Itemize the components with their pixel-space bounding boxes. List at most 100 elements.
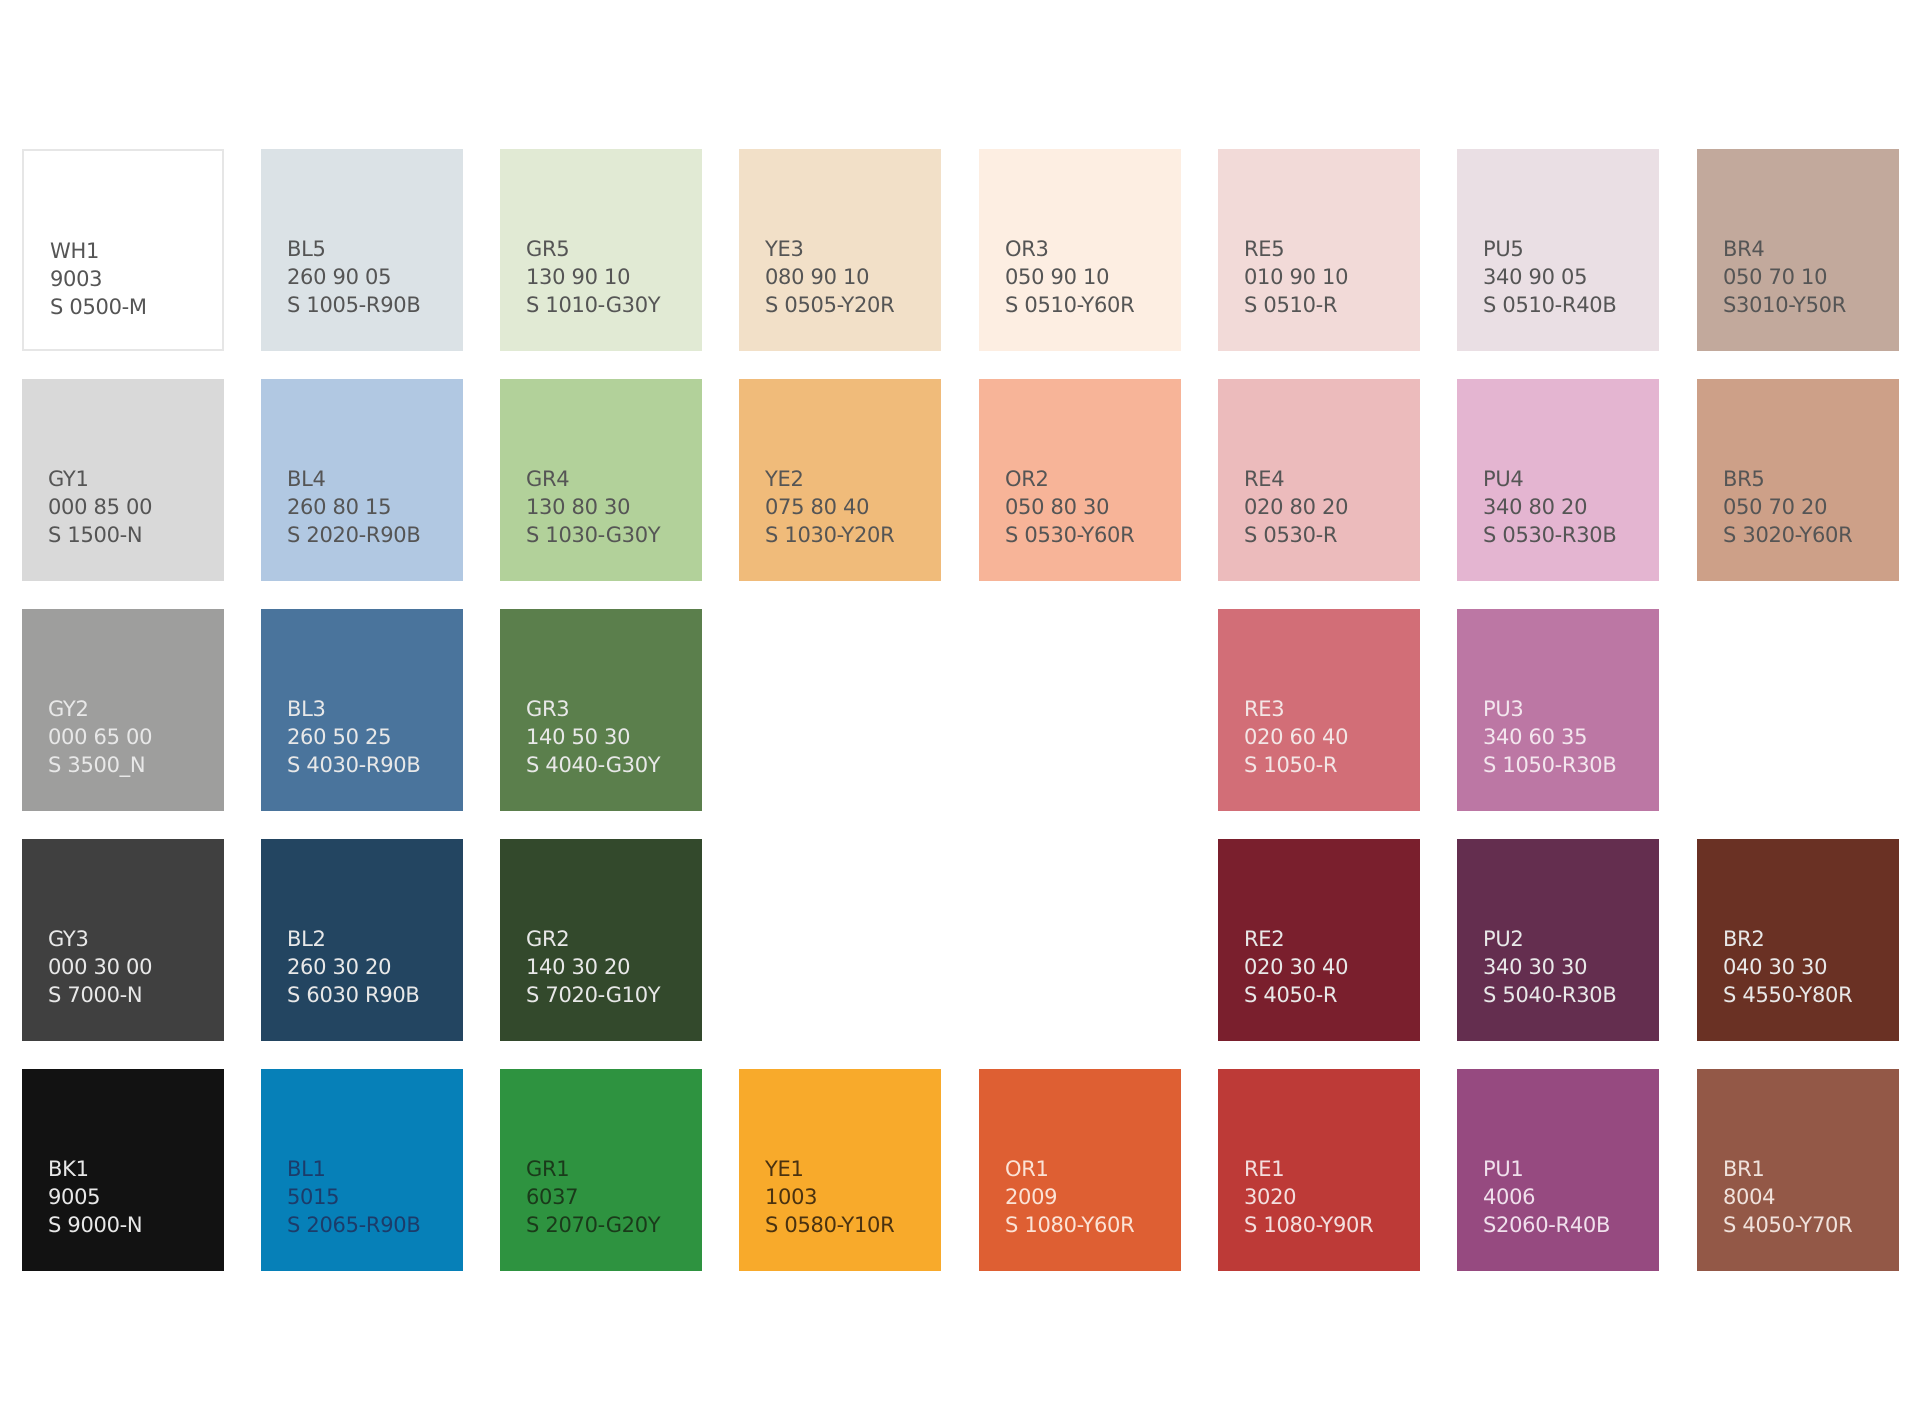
swatch-ncs-code: S 1030-Y20R xyxy=(765,523,895,547)
color-swatch-pu1: PU1 4006 S2060-R40B xyxy=(1457,1069,1659,1271)
swatch-label: RE1 3020 S 1080-Y90R xyxy=(1244,1155,1374,1239)
swatch-label: PU4 340 80 20 S 0530-R30B xyxy=(1483,465,1617,549)
swatch-code: BR2 xyxy=(1723,927,1765,951)
swatch-code: GR3 xyxy=(526,697,570,721)
swatch-label: RE2 020 30 40 S 4050-R xyxy=(1244,925,1348,1009)
color-swatch-pu2: PU2 340 30 30 S 5040-R30B xyxy=(1457,839,1659,1041)
swatch-label: PU1 4006 S2060-R40B xyxy=(1483,1155,1610,1239)
swatch-code: WH1 xyxy=(50,239,100,263)
swatch-code: BR5 xyxy=(1723,467,1765,491)
swatch-code: BL3 xyxy=(287,697,326,721)
swatch-code: BL4 xyxy=(287,467,326,491)
color-swatch-pu4: PU4 340 80 20 S 0530-R30B xyxy=(1457,379,1659,581)
swatch-code: BL2 xyxy=(287,927,326,951)
swatch-reference: 6037 xyxy=(526,1185,579,1209)
swatch-reference: 050 70 10 xyxy=(1723,265,1828,289)
swatch-code: RE4 xyxy=(1244,467,1285,491)
color-swatch-gy3: GY3 000 30 00 S 7000-N xyxy=(22,839,224,1041)
color-swatch-bl1: BL1 5015 S 2065-R90B xyxy=(261,1069,463,1271)
color-swatch-or1: OR1 2009 S 1080-Y60R xyxy=(979,1069,1181,1271)
swatch-code: GY2 xyxy=(48,697,89,721)
color-swatch-bl3: BL3 260 50 25 S 4030-R90B xyxy=(261,609,463,811)
swatch-label: RE4 020 80 20 S 0530-R xyxy=(1244,465,1348,549)
swatch-label: BR5 050 70 20 S 3020-Y60R xyxy=(1723,465,1853,549)
swatch-code: RE2 xyxy=(1244,927,1285,951)
color-swatch-bk1: BK1 9005 S 9000-N xyxy=(22,1069,224,1271)
swatch-code: YE1 xyxy=(765,1157,804,1181)
swatch-code: PU3 xyxy=(1483,697,1524,721)
swatch-label: BR4 050 70 10 S3010-Y50R xyxy=(1723,235,1846,319)
swatch-reference: 040 30 30 xyxy=(1723,955,1828,979)
swatch-code: BL1 xyxy=(287,1157,326,1181)
swatch-ncs-code: S 1500-N xyxy=(48,523,143,547)
swatch-ncs-code: S 0510-R xyxy=(1244,293,1338,317)
swatch-ncs-code: S 9000-N xyxy=(48,1213,143,1237)
swatch-reference: 3020 xyxy=(1244,1185,1297,1209)
swatch-ncs-code: S2060-R40B xyxy=(1483,1213,1611,1237)
swatch-ncs-code: S 1080-Y60R xyxy=(1005,1213,1135,1237)
swatch-ncs-code: S 1030-G30Y xyxy=(526,523,661,547)
swatch-reference: 000 30 00 xyxy=(48,955,153,979)
color-swatch-gr2: GR2 140 30 20 S 7020-G10Y xyxy=(500,839,702,1041)
color-swatch-ye1: YE1 1003 S 0580-Y10R xyxy=(739,1069,941,1271)
swatch-ncs-code: S 3020-Y60R xyxy=(1723,523,1853,547)
swatch-code: PU4 xyxy=(1483,467,1524,491)
swatch-ncs-code: S 0530-R30B xyxy=(1483,523,1617,547)
swatch-code: GR5 xyxy=(526,237,570,261)
swatch-ncs-code: S 2065-R90B xyxy=(287,1213,421,1237)
swatch-reference: 050 80 30 xyxy=(1005,495,1110,519)
swatch-code: OR3 xyxy=(1005,237,1049,261)
swatch-code: PU1 xyxy=(1483,1157,1524,1181)
color-swatch-gr4: GR4 130 80 30 S 1030-G30Y xyxy=(500,379,702,581)
swatch-code: BL5 xyxy=(287,237,326,261)
swatch-reference: 340 30 30 xyxy=(1483,955,1588,979)
swatch-ncs-code: S 4550-Y80R xyxy=(1723,983,1853,1007)
swatch-label: YE3 080 90 10 S 0505-Y20R xyxy=(765,235,895,319)
swatch-label: BL3 260 50 25 S 4030-R90B xyxy=(287,695,421,779)
swatch-ncs-code: S 1010-G30Y xyxy=(526,293,661,317)
swatch-label: BR2 040 30 30 S 4550-Y80R xyxy=(1723,925,1853,1009)
swatch-ncs-code: S 4030-R90B xyxy=(287,753,421,777)
swatch-label: BK1 9005 S 9000-N xyxy=(48,1155,143,1239)
swatch-code: PU2 xyxy=(1483,927,1524,951)
color-swatch-gr3: GR3 140 50 30 S 4040-G30Y xyxy=(500,609,702,811)
swatch-ncs-code: S 3500_N xyxy=(48,753,146,777)
color-swatch-or3: OR3 050 90 10 S 0510-Y60R xyxy=(979,149,1181,351)
swatch-reference: 5015 xyxy=(287,1185,340,1209)
color-swatch-re4: RE4 020 80 20 S 0530-R xyxy=(1218,379,1420,581)
swatch-code: BK1 xyxy=(48,1157,89,1181)
color-swatch-ye3: YE3 080 90 10 S 0505-Y20R xyxy=(739,149,941,351)
swatch-label: OR1 2009 S 1080-Y60R xyxy=(1005,1155,1135,1239)
color-swatch-br2: BR2 040 30 30 S 4550-Y80R xyxy=(1697,839,1899,1041)
color-swatch-re5: RE5 010 90 10 S 0510-R xyxy=(1218,149,1420,351)
swatch-label: GY1 000 85 00 S 1500-N xyxy=(48,465,152,549)
swatch-code: RE5 xyxy=(1244,237,1285,261)
swatch-reference: 340 60 35 xyxy=(1483,725,1588,749)
swatch-reference: 080 90 10 xyxy=(765,265,870,289)
swatch-label: GR1 6037 S 2070-G20Y xyxy=(526,1155,661,1239)
color-swatch-re1: RE1 3020 S 1080-Y90R xyxy=(1218,1069,1420,1271)
swatch-label: GR3 140 50 30 S 4040-G30Y xyxy=(526,695,661,779)
swatch-code: GR2 xyxy=(526,927,570,951)
color-swatch-pu3: PU3 340 60 35 S 1050-R30B xyxy=(1457,609,1659,811)
swatch-ncs-code: S 0510-R40B xyxy=(1483,293,1617,317)
swatch-reference: 140 30 20 xyxy=(526,955,631,979)
swatch-code: BR1 xyxy=(1723,1157,1765,1181)
swatch-reference: 260 50 25 xyxy=(287,725,392,749)
swatch-ncs-code: S3010-Y50R xyxy=(1723,293,1847,317)
swatch-label: WH1 9003 S 0500-M xyxy=(50,237,147,321)
swatch-code: GY1 xyxy=(48,467,89,491)
swatch-reference: 9003 xyxy=(50,267,103,291)
swatch-code: PU5 xyxy=(1483,237,1524,261)
swatch-reference: 020 80 20 xyxy=(1244,495,1349,519)
swatch-ncs-code: S 4040-G30Y xyxy=(526,753,661,777)
color-swatch-bl5: BL5 260 90 05 S 1005-R90B xyxy=(261,149,463,351)
swatch-ncs-code: S 7020-G10Y xyxy=(526,983,661,1007)
swatch-label: OR2 050 80 30 S 0530-Y60R xyxy=(1005,465,1135,549)
color-swatch-pu5: PU5 340 90 05 S 0510-R40B xyxy=(1457,149,1659,351)
swatch-label: RE3 020 60 40 S 1050-R xyxy=(1244,695,1348,779)
swatch-label: GR4 130 80 30 S 1030-G30Y xyxy=(526,465,661,549)
swatch-label: YE1 1003 S 0580-Y10R xyxy=(765,1155,895,1239)
swatch-label: GR2 140 30 20 S 7020-G10Y xyxy=(526,925,661,1009)
